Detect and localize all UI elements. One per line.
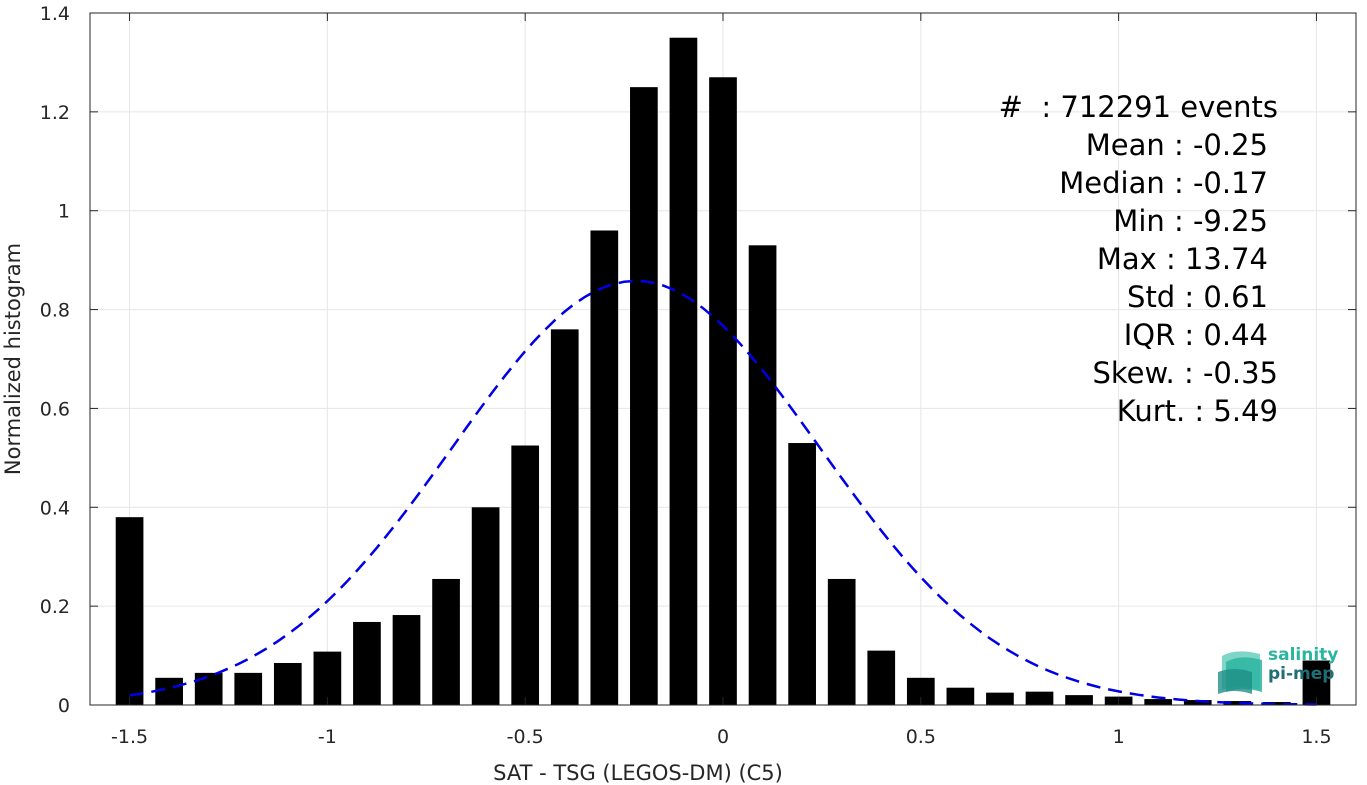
histogram-bar [1144, 699, 1173, 705]
histogram-bar [1025, 691, 1054, 705]
x-tick-label: 0 [717, 726, 729, 748]
x-tick-label: 1.5 [1301, 726, 1331, 748]
y-tick-label: 0 [58, 695, 70, 717]
stat-std: Std : 0.61 [1127, 280, 1268, 314]
histogram-bar [1263, 702, 1291, 705]
y-tick-label: 1 [58, 201, 70, 223]
stat-iqr: IQR : 0.44 [1123, 318, 1268, 352]
stat-median: Median : -0.17 [1059, 166, 1268, 200]
histogram-bar [115, 517, 144, 705]
stat-events: # : 712291 events [998, 90, 1278, 124]
logo-line-2: pi-mep [1268, 664, 1335, 684]
histogram-bar [353, 621, 381, 705]
x-tick-label: -0.5 [507, 726, 544, 748]
histogram-bar [273, 662, 302, 705]
x-axis-ticks: -1.5 -1 -0.5 0 0.5 1 1.5 [111, 13, 1332, 748]
stat-min: Min : -9.25 [1113, 204, 1268, 238]
logo-text: salinity pi-mep [1268, 646, 1338, 684]
histogram-bar [1183, 700, 1212, 705]
y-tick-label: 0.4 [40, 497, 70, 519]
y-tick-label: 1.2 [40, 102, 70, 124]
logo-line-1: salinity [1268, 645, 1339, 665]
histogram-bar [550, 329, 579, 705]
histogram-bar [946, 687, 975, 705]
y-tick-label: 0.6 [40, 398, 70, 420]
histogram-bar [194, 672, 223, 705]
histogram-bar [471, 507, 500, 705]
y-axis-ticks: 0 0.2 0.4 0.6 0.8 1 1.2 1.4 [40, 3, 1356, 717]
histogram-bar [788, 443, 816, 705]
histogram-bar [669, 37, 698, 705]
x-tick-label: -1 [318, 726, 337, 748]
histogram-bar [313, 651, 342, 705]
histogram-bar [155, 677, 183, 705]
stat-kurt: Kurt. : 5.49 [1116, 394, 1278, 428]
histogram-bar [432, 578, 460, 705]
histogram-bar [709, 77, 737, 705]
normal-fit-curve [129, 279, 1317, 706]
salinity-pimep-logo: salinity pi-mep [1216, 646, 1346, 694]
y-tick-label: 0.2 [40, 596, 70, 618]
histogram-bar [630, 87, 658, 705]
x-tick-label: 1 [1113, 726, 1125, 748]
histogram-bar [748, 245, 777, 706]
y-tick-label: 1.4 [40, 3, 70, 25]
stat-max: Max : 13.74 [1096, 242, 1268, 276]
y-axis-label: Normalized histogram [1, 243, 25, 475]
x-tick-label: -1.5 [111, 726, 148, 748]
histogram-bar [234, 672, 263, 705]
histogram-bar [392, 615, 421, 705]
histogram-bar [590, 230, 619, 705]
logo-waves-icon [1218, 651, 1262, 694]
histogram-bar [867, 650, 896, 705]
stat-skew: Skew. : -0.35 [1092, 356, 1278, 390]
histogram-bar [827, 578, 856, 705]
stat-mean: Mean : -0.25 [1085, 128, 1268, 162]
x-axis-label: SAT - TSG (LEGOS-DM) (C5) [493, 761, 783, 785]
x-tick-label: 0.5 [906, 726, 936, 748]
histogram-bar [1223, 701, 1252, 705]
histogram-bar [511, 445, 540, 705]
y-tick-label: 0.8 [40, 300, 70, 322]
histogram-bar [986, 692, 1014, 705]
histogram-bar [1065, 695, 1093, 705]
